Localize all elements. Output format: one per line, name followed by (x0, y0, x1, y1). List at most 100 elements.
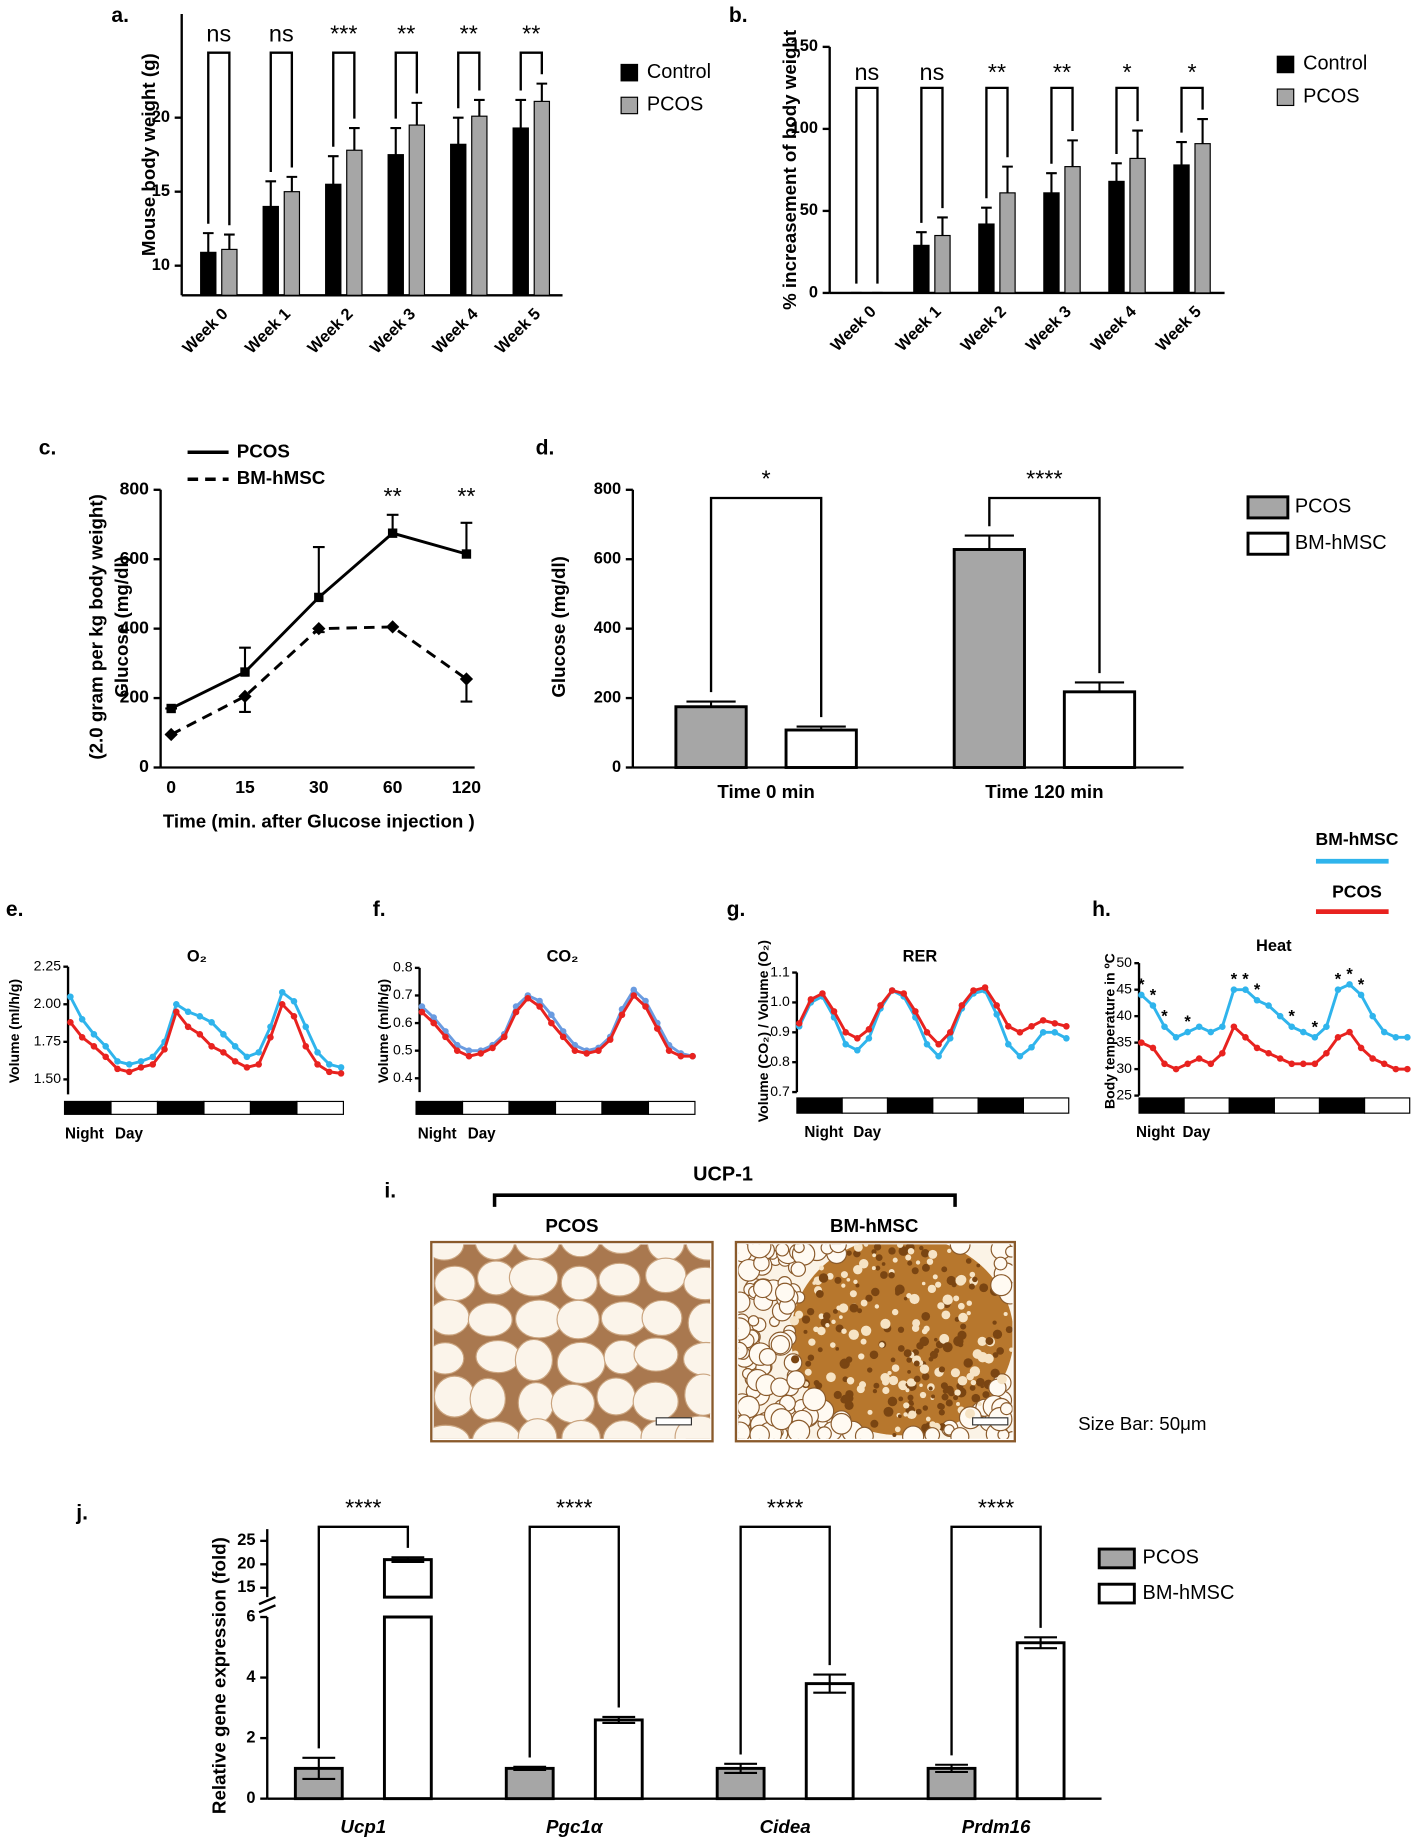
significance-bracket (1050, 86, 1074, 164)
y-tick-label: 6 (246, 1607, 255, 1625)
point (1369, 1055, 1376, 1062)
light-cycle-bar (1022, 1097, 1070, 1114)
point (854, 1035, 861, 1042)
error-bar (224, 233, 235, 250)
error-bar (935, 1763, 968, 1774)
point (923, 1040, 931, 1048)
significance-label: **** (345, 1494, 381, 1520)
significance-label: * (1187, 59, 1196, 85)
adipocyte (846, 1250, 852, 1256)
image-label: BM-hMSC (830, 1215, 919, 1236)
point (102, 1053, 109, 1061)
error-bar (390, 126, 402, 155)
marker (459, 672, 474, 686)
adipocyte (846, 1377, 855, 1385)
point (465, 1047, 473, 1054)
x-tick-label: Prdm16 (962, 1816, 1031, 1837)
point (1184, 1028, 1191, 1036)
adipocyte (600, 1301, 648, 1336)
adipocyte (898, 1380, 909, 1391)
adipocyte (925, 1416, 931, 1422)
point (78, 1034, 86, 1041)
bar (200, 251, 217, 296)
adipocyte (880, 1271, 888, 1279)
light-cycle-label: Night (1136, 1124, 1175, 1141)
legend-label: BM-hMSC (1316, 829, 1399, 849)
light-cycle-bar (249, 1100, 298, 1115)
significance-bracket (855, 86, 879, 284)
marker (238, 689, 252, 703)
adipocyte (906, 1378, 916, 1387)
y-tick-label: 20 (152, 108, 170, 126)
legend-label: PCOS (1332, 882, 1382, 902)
adipocyte (940, 1382, 948, 1390)
point (114, 1058, 121, 1065)
adipocyte (985, 1337, 994, 1345)
bar (221, 248, 238, 296)
adipocyte (849, 1303, 859, 1313)
adipocyte (685, 1244, 711, 1261)
point (642, 997, 649, 1005)
adipocyte (881, 1262, 886, 1266)
x-tick-label: Week 2 (957, 303, 1009, 355)
adipocyte (862, 1261, 866, 1266)
adipocyte (997, 1374, 1007, 1385)
y-tick-label: 200 (594, 688, 621, 706)
point (1300, 1028, 1307, 1036)
point (78, 1016, 86, 1023)
error-bar (265, 180, 277, 207)
y-tick-label: 200 (120, 687, 150, 707)
adipocyte (921, 1281, 926, 1286)
x-tick-label: 120 (452, 777, 482, 797)
y-axis-label: Volume (ml/h/g) (6, 979, 22, 1083)
legend-label: Control (647, 61, 711, 83)
light-cycle-label: Day (468, 1125, 496, 1142)
point (958, 1002, 966, 1009)
adipocyte (469, 1377, 506, 1421)
point (1172, 1065, 1180, 1073)
point (854, 1046, 861, 1054)
adipocyte (775, 1244, 790, 1257)
adipocyte (953, 1395, 959, 1401)
point (1195, 1055, 1203, 1062)
point (326, 1061, 333, 1068)
point (1323, 1023, 1330, 1031)
adipocyte (873, 1382, 880, 1389)
y-tick-label: 400 (594, 619, 621, 637)
adipocyte (958, 1312, 968, 1323)
error-bar (724, 1762, 758, 1774)
error-bar (796, 725, 846, 731)
light-cycle-bar (647, 1100, 696, 1115)
point (125, 1068, 133, 1076)
adipocyte (807, 1354, 815, 1361)
adipocyte (882, 1378, 890, 1386)
adipocyte (853, 1264, 863, 1275)
point (1063, 1035, 1070, 1042)
light-cycle-bar (554, 1100, 603, 1115)
adipocyte (957, 1375, 968, 1386)
point (314, 1061, 321, 1068)
point (418, 1003, 426, 1010)
adipocyte (909, 1293, 920, 1305)
error-bar (513, 1765, 547, 1771)
error-bar (312, 546, 325, 598)
point (208, 1043, 215, 1050)
adipocyte (789, 1316, 800, 1326)
bar (325, 183, 342, 296)
adipocyte (894, 1426, 901, 1433)
point (220, 1031, 227, 1038)
adipocyte (927, 1284, 937, 1294)
bar (382, 1558, 433, 1801)
point (184, 1008, 192, 1016)
adipocyte (738, 1291, 751, 1313)
adipocyte (433, 1299, 470, 1336)
image-frame (734, 1240, 1017, 1443)
adipocyte (433, 1375, 476, 1418)
y-axis-label: Volume (CO₂) / Volume (O₂) (755, 940, 771, 1122)
light-cycle-bar (886, 1097, 934, 1114)
error-bar (1176, 140, 1187, 165)
error-bar (1074, 681, 1125, 692)
x-tick-label: 0 (166, 777, 176, 797)
adipocyte (860, 1325, 872, 1336)
adipocyte (841, 1328, 847, 1334)
